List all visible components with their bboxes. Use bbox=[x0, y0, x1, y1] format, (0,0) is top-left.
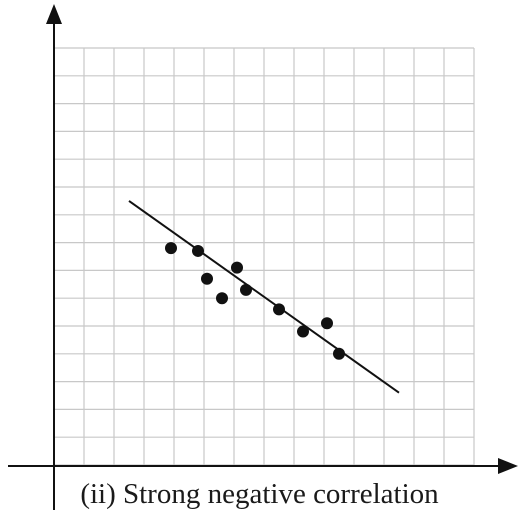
data-point bbox=[297, 325, 309, 338]
data-points bbox=[165, 242, 345, 360]
chart-caption: (ii) Strong negative correlation bbox=[80, 478, 439, 510]
grid bbox=[53, 47, 475, 466]
data-point bbox=[192, 244, 204, 257]
data-point bbox=[165, 242, 177, 255]
data-point bbox=[321, 317, 333, 330]
data-point bbox=[240, 283, 252, 296]
x-axis-arrow bbox=[498, 458, 518, 474]
data-point bbox=[216, 292, 228, 305]
trend-line-group bbox=[128, 200, 400, 394]
y-axis-arrow bbox=[46, 4, 62, 24]
data-point bbox=[273, 303, 285, 316]
data-point bbox=[201, 272, 213, 285]
axes bbox=[8, 4, 518, 510]
data-point bbox=[333, 347, 345, 360]
trend-line bbox=[128, 200, 400, 394]
data-point bbox=[231, 261, 243, 274]
